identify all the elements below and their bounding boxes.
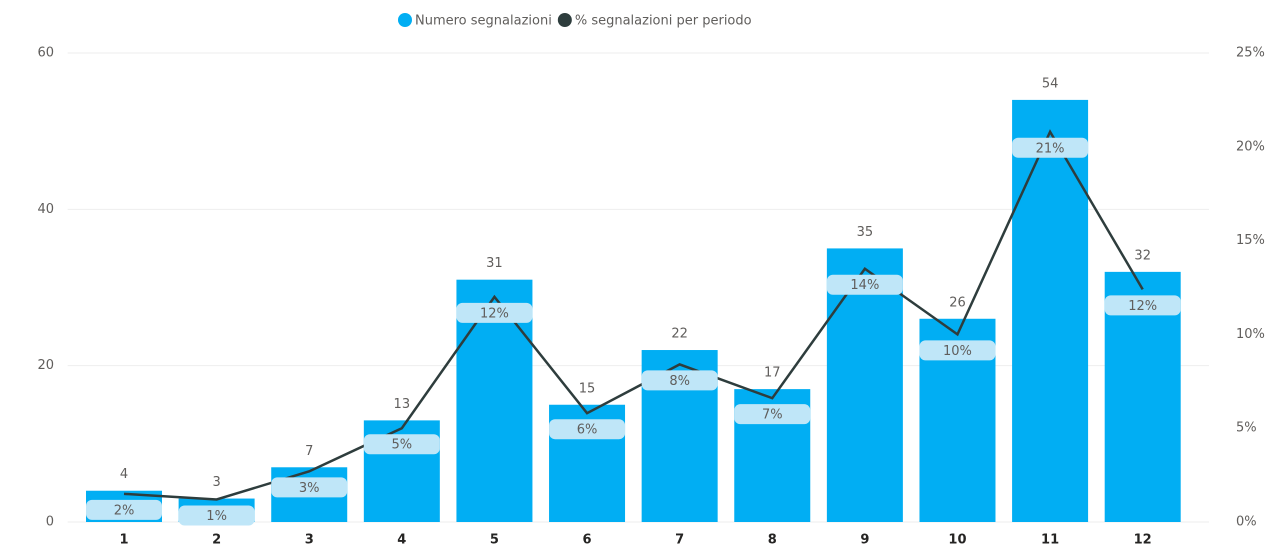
bar-value-label: 31 (486, 256, 503, 271)
line-value-label: 7% (762, 408, 783, 423)
bar-value-label: 3 (212, 475, 220, 490)
x-tick-label: 2 (212, 533, 221, 547)
x-tick-label: 10 (948, 533, 966, 547)
line-value-label: 6% (577, 423, 598, 438)
y-tick-label: 0 (46, 515, 54, 530)
bar-value-label: 35 (857, 225, 874, 240)
y2-tick-label: 20% (1236, 139, 1265, 154)
bar-value-label: 4 (120, 467, 128, 482)
x-tick-label: 1 (119, 533, 128, 547)
x-tick-label: 12 (1134, 533, 1152, 547)
bar-value-label: 13 (394, 397, 411, 412)
bar-value-label: 54 (1042, 76, 1059, 91)
legend-label: Numero segnalazioni (415, 14, 552, 29)
x-tick-label: 3 (305, 533, 314, 547)
x-tick-label: 9 (860, 533, 869, 547)
y-tick-label: 60 (37, 46, 54, 61)
value-label-bg (919, 340, 996, 361)
x-tick-label: 11 (1041, 533, 1059, 547)
legend: Numero segnalazioni % segnalazioni per pe… (398, 13, 752, 29)
bar-value-label: 17 (764, 366, 781, 381)
line-value-label: 10% (943, 344, 972, 359)
legend-swatch (398, 13, 412, 27)
value-label-bg (363, 434, 440, 455)
x-tick-label: 7 (675, 533, 684, 547)
bar-value-label: 22 (671, 327, 688, 342)
value-label-bg (1012, 137, 1089, 158)
y-tick-label: 40 (37, 202, 54, 217)
value-label-bg (178, 505, 255, 526)
line-value-label: 8% (669, 374, 690, 389)
line-value-label: 1% (206, 509, 227, 524)
bar-value-label: 26 (949, 295, 966, 310)
legend-swatch (557, 13, 572, 27)
line-value-label: 12% (1128, 299, 1157, 314)
bar-value-label: 7 (305, 444, 313, 459)
y2-tick-label: 5% (1236, 421, 1257, 436)
line-value-label: 2% (114, 503, 135, 518)
x-tick-label: 6 (583, 533, 592, 547)
y2-tick-label: 10% (1236, 327, 1265, 342)
value-label-bg (456, 302, 533, 323)
line-value-label: 5% (392, 438, 413, 453)
x-tick-label: 8 (768, 533, 777, 547)
x-tick-label: 4 (397, 533, 406, 547)
value-label-bg (826, 274, 903, 295)
x-tick-label: 5 (490, 533, 499, 547)
y2-tick-label: 0% (1236, 515, 1257, 530)
value-label-bg (641, 370, 718, 391)
value-label-bg (86, 499, 163, 520)
line-value-label: 3% (299, 481, 320, 496)
value-label-bg (734, 404, 811, 425)
y-tick-label: 20 (37, 358, 54, 373)
line-value-label: 21% (1036, 141, 1065, 156)
line-value-label: 12% (480, 306, 509, 321)
bar-value-label: 15 (579, 381, 596, 396)
y2-tick-label: 25% (1236, 46, 1265, 61)
value-label-bg (549, 419, 626, 440)
bar (1012, 99, 1089, 523)
line (123, 129, 1144, 501)
value-label-bg (1104, 295, 1181, 316)
y2-tick-label: 15% (1236, 233, 1265, 248)
value-label-bg (271, 477, 348, 498)
line-value-label: 14% (850, 278, 879, 293)
bar-value-label: 32 (1134, 248, 1151, 263)
legend-label: % segnalazioni per periodo (575, 14, 752, 29)
